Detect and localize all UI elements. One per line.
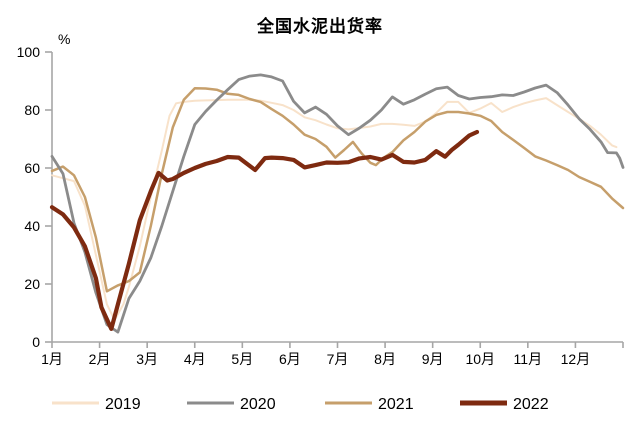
- legend-label-2020: 2020: [240, 396, 276, 413]
- x-tick-label: 6月: [279, 351, 301, 367]
- legend-label-2022: 2022: [513, 396, 549, 413]
- x-tick-label: 8月: [374, 351, 396, 367]
- x-tick-label: 4月: [184, 351, 206, 367]
- y-tick-label: 80: [24, 102, 40, 118]
- legend-item-2022: 2022: [460, 396, 549, 413]
- legend-label-2021: 2021: [378, 396, 414, 413]
- legend-label-2019: 2019: [105, 396, 141, 413]
- series-line-2020: [50, 73, 625, 334]
- chart-title: 全国水泥出货率: [257, 17, 383, 36]
- legend-item-2019: 2019: [52, 396, 141, 413]
- series-line-2021: [50, 87, 625, 293]
- x-tick-label: 2月: [89, 351, 111, 367]
- y-tick-label: 20: [24, 276, 40, 292]
- x-tick-label: 9月: [422, 351, 444, 367]
- legend-item-2021: 2021: [325, 396, 414, 413]
- y-tick-label: 60: [24, 160, 40, 176]
- axes: 0 20 40 60 80 100% 1月 2月 3月 4月 5月 6月 7月 8月 9月 10月 11月 12月: [17, 31, 624, 367]
- y-tick-label: 0: [32, 334, 40, 350]
- series-line-2019: [51, 97, 618, 321]
- x-tick-label: 3月: [136, 351, 158, 367]
- x-tick-label: 10月: [465, 351, 495, 367]
- x-tick-label: 7月: [327, 351, 349, 367]
- x-tick-label: 1月: [41, 351, 63, 367]
- x-tick-label: 5月: [231, 351, 253, 367]
- y-axis-unit-label: %: [58, 31, 70, 47]
- y-tick-label: 40: [24, 218, 40, 234]
- legend-item-2020: 2020: [187, 396, 276, 413]
- y-tick-label: 100: [17, 44, 41, 60]
- series-line-2022: [49, 129, 480, 331]
- x-tick-label: 11月: [514, 351, 543, 367]
- legend: 2019 2020 2021 2022: [52, 396, 549, 413]
- series-lines: [49, 73, 625, 334]
- x-tick-label: 12月: [561, 351, 591, 367]
